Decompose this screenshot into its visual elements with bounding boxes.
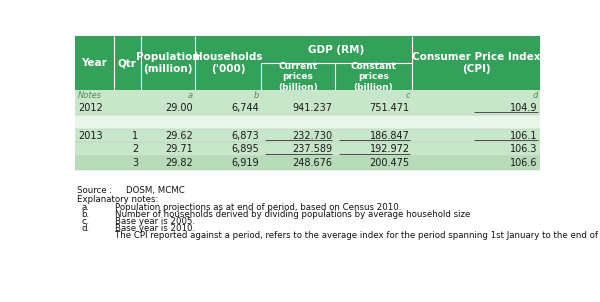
Text: 751.471: 751.471: [370, 103, 410, 113]
Text: 6,895: 6,895: [231, 144, 259, 154]
Text: Population
(million): Population (million): [136, 52, 200, 74]
Text: 6,919: 6,919: [231, 158, 259, 168]
Text: 2012: 2012: [78, 103, 103, 113]
Text: 3: 3: [133, 158, 139, 168]
Text: 29.00: 29.00: [165, 103, 193, 113]
Text: Current
prices
(billion): Current prices (billion): [278, 62, 317, 92]
Bar: [75, 101, 540, 115]
Bar: [75, 156, 540, 170]
Text: c.: c.: [81, 217, 89, 226]
Text: a.: a.: [81, 203, 89, 212]
Text: Base year is 2005.: Base year is 2005.: [115, 217, 196, 226]
Text: 237.589: 237.589: [292, 144, 332, 154]
Text: The CPI reported against a period, refers to the average index for the period sp: The CPI reported against a period, refer…: [115, 231, 600, 240]
Text: 248.676: 248.676: [292, 158, 332, 168]
Text: a: a: [188, 91, 193, 100]
Text: Year: Year: [82, 58, 107, 68]
Text: Base year is 2010.: Base year is 2010.: [115, 224, 196, 233]
Text: 6,744: 6,744: [231, 103, 259, 113]
Text: 1: 1: [133, 130, 139, 140]
Text: 186.847: 186.847: [370, 130, 410, 140]
Text: Constant
prices
(billion): Constant prices (billion): [350, 62, 397, 92]
Text: b.: b.: [81, 210, 89, 219]
Text: 2013: 2013: [78, 130, 103, 140]
Text: Consumer Price Index
(CPI): Consumer Price Index (CPI): [412, 52, 541, 74]
Text: c: c: [405, 91, 410, 100]
Text: Number of households derived by dividing populations by average household size: Number of households derived by dividing…: [115, 210, 470, 219]
Bar: [75, 129, 540, 143]
Text: 106.6: 106.6: [510, 158, 538, 168]
Text: b: b: [253, 91, 259, 100]
Text: 232.730: 232.730: [292, 130, 332, 140]
Text: 6,873: 6,873: [231, 130, 259, 140]
Text: 106.1: 106.1: [510, 130, 538, 140]
Text: Households
('000): Households ('000): [194, 52, 262, 74]
Text: 29.82: 29.82: [165, 158, 193, 168]
Text: 192.972: 192.972: [370, 144, 410, 154]
Text: 29.62: 29.62: [165, 130, 193, 140]
Text: 29.71: 29.71: [165, 144, 193, 154]
Text: 2: 2: [133, 144, 139, 154]
Text: 106.3: 106.3: [510, 144, 538, 154]
Text: d.: d.: [81, 224, 89, 233]
Bar: [75, 90, 540, 101]
Text: Qtr: Qtr: [118, 58, 137, 68]
Bar: [75, 115, 540, 129]
Text: GDP (RM): GDP (RM): [308, 45, 365, 55]
Text: 104.9: 104.9: [510, 103, 538, 113]
Text: 200.475: 200.475: [370, 158, 410, 168]
Text: Explanatory notes:: Explanatory notes:: [77, 195, 158, 204]
Text: Source :     DOSM, MCMC: Source : DOSM, MCMC: [77, 186, 185, 195]
Text: Population projections as at end of period, based on Census 2010.: Population projections as at end of peri…: [115, 203, 401, 212]
Text: Notes: Notes: [77, 91, 101, 100]
Text: 941.237: 941.237: [292, 103, 332, 113]
Bar: [75, 36, 540, 90]
Text: d: d: [532, 91, 538, 100]
Bar: [75, 143, 540, 156]
